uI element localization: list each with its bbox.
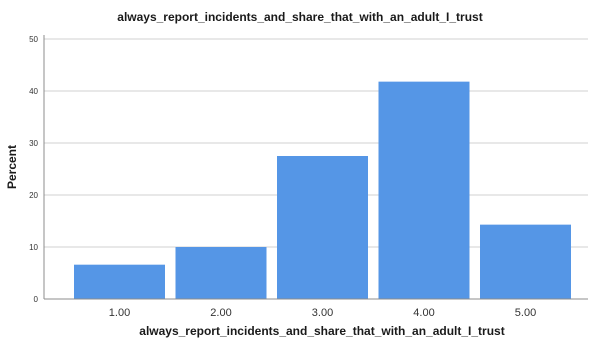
chart-title: always_report_incidents_and_share_that_w…: [117, 10, 482, 24]
bar-5.00: [480, 224, 571, 299]
x-tick-label: 3.00: [312, 307, 333, 319]
x-axis-ticks: 1.00 2.00 3.00 4.00 5.00: [109, 307, 536, 319]
x-tick-label: 5.00: [515, 307, 536, 319]
x-tick-label: 4.00: [413, 307, 434, 319]
y-tick-label: 30: [29, 139, 38, 148]
bar-3.00: [277, 156, 368, 299]
y-tick-label: 0: [34, 295, 39, 304]
y-tick-label: 40: [29, 87, 38, 96]
y-tick-label: 20: [29, 191, 38, 200]
bar-4.00: [378, 81, 470, 299]
bar-2.00: [175, 247, 267, 299]
y-tick-label: 10: [29, 243, 38, 252]
x-axis-label: always_report_incidents_and_share_that_w…: [139, 324, 504, 338]
bars: [74, 81, 571, 299]
y-tick-label: 50: [29, 35, 38, 44]
y-axis-ticks: 0 10 20 30 40 50: [29, 35, 38, 304]
x-tick-label: 2.00: [210, 307, 231, 319]
bar-1.00: [74, 264, 165, 299]
x-tick-label: 1.00: [109, 307, 130, 319]
y-axis-label: Percent: [5, 145, 19, 189]
